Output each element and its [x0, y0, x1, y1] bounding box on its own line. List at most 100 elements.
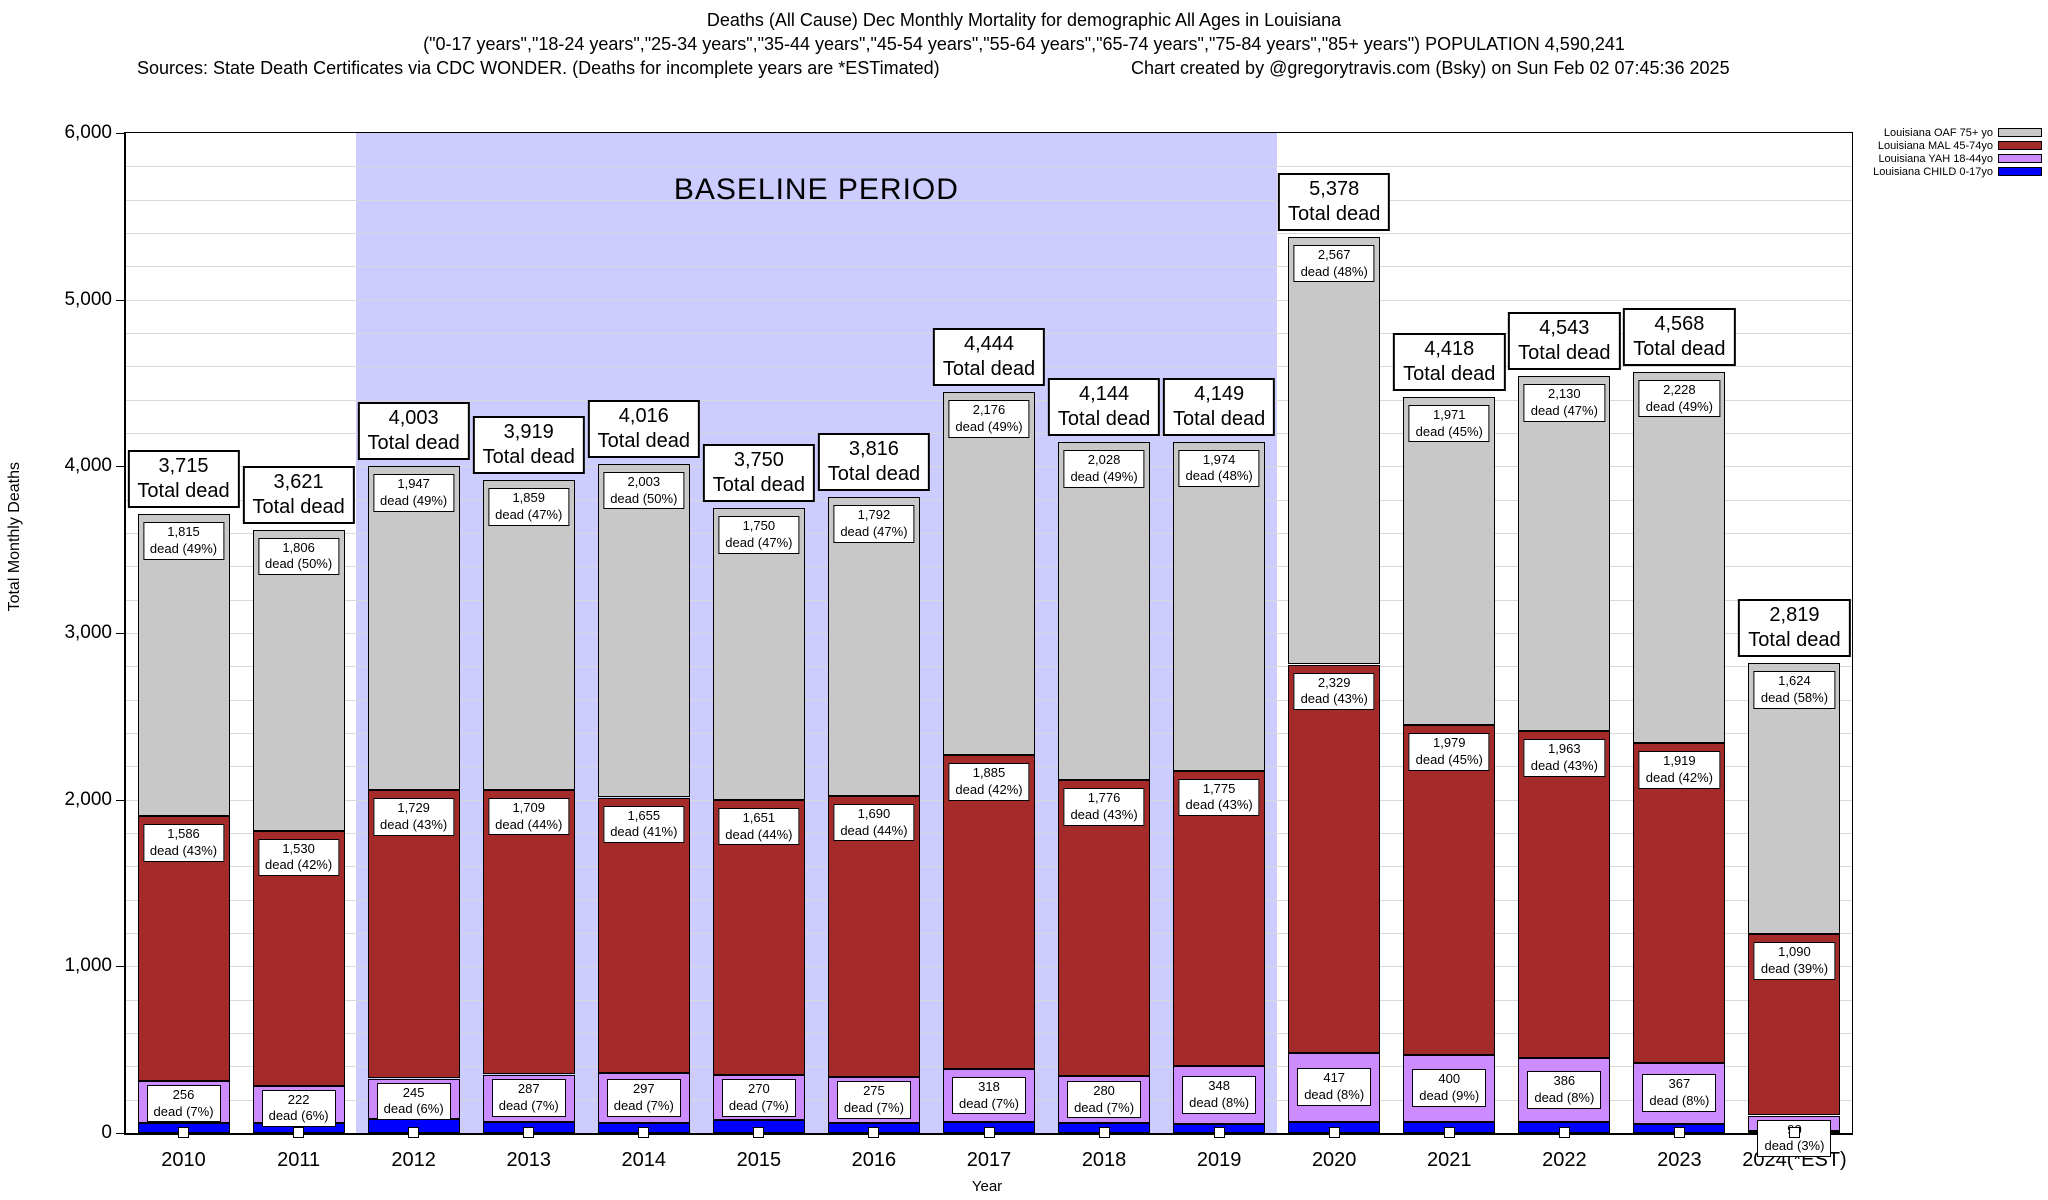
- total-dead-label: 3,621 Total dead: [242, 465, 355, 524]
- x-tick-label: 2019: [1196, 1149, 1242, 1171]
- axis-marker: [1788, 1127, 1800, 1138]
- segment-label: 1,947 dead (49%): [373, 473, 455, 512]
- segment-label: 1,586 dead (43%): [142, 824, 225, 863]
- y-axis-tick: [116, 1133, 126, 1134]
- chart-subtitle-demographics: ("0-17 years","18-24 years","25-34 years…: [423, 34, 1625, 54]
- bar-segment: [482, 789, 575, 1075]
- bar-segment: [1058, 442, 1151, 781]
- axis-marker: [868, 1127, 880, 1138]
- x-tick-label: 2015: [736, 1149, 782, 1171]
- total-dead-label: 3,816 Total dead: [817, 433, 931, 491]
- segment-label: 318 dead (7%): [952, 1076, 1026, 1115]
- segment-label: 275 dead (7%): [836, 1081, 911, 1120]
- axis-marker: [1328, 1127, 1340, 1138]
- gridline: [126, 299, 1852, 301]
- chart-subtitle-sources: Sources: State Death Certificates via CD…: [0, 56, 2048, 80]
- x-tick-label: 2012: [391, 1149, 436, 1171]
- segment-label: 1,750 dead (47%): [718, 516, 800, 554]
- bar-segment: [827, 795, 920, 1078]
- segment-label: 256 dead (7%): [146, 1084, 221, 1123]
- segment-label: 1,792 dead (47%): [833, 505, 915, 543]
- bar-segment: [1518, 730, 1611, 1058]
- segment-label: 222 dead (6%): [261, 1089, 336, 1128]
- bar-segment: [367, 790, 460, 1079]
- segment-label: 1,729 dead (43%): [373, 798, 455, 837]
- bar-segment: [1403, 396, 1496, 726]
- bar-segment: [1633, 371, 1726, 743]
- y-axis-title: Total Monthly Deaths: [6, 462, 23, 612]
- x-tick-label: 2018: [1081, 1149, 1127, 1171]
- bar-segment: [482, 479, 575, 790]
- chart-title: Deaths (All Cause) Dec Monthly Mortality…: [706, 10, 1342, 30]
- axis-marker: [753, 1127, 765, 1138]
- x-tick-label: 2023: [1657, 1149, 1702, 1171]
- x-tick-label: 2014: [621, 1149, 667, 1171]
- axis-marker: [1098, 1127, 1110, 1138]
- bar-segment: [597, 463, 690, 798]
- legend-label: Louisiana YAH 18-44yo: [1878, 152, 1993, 165]
- y-axis-tick: [116, 633, 126, 634]
- segment-label: 1,963 dead (43%): [1523, 738, 1605, 777]
- bar-segment: [1288, 236, 1381, 665]
- legend-label: Louisiana CHILD 0-17yo: [1873, 165, 1993, 178]
- x-tick-label: 2021: [1427, 1149, 1472, 1171]
- segment-label: 348 dead (8%): [1182, 1076, 1257, 1115]
- segment-label: 287 dead (7%): [491, 1079, 566, 1118]
- plot-area: BASELINE PERIOD 0 1,000 2,000 3,000 4,000 5,00…: [64, 122, 1853, 1171]
- total-dead-label: 3,919 Total dead: [472, 415, 585, 474]
- axis-marker: [178, 1127, 190, 1138]
- segment-label: 1,651 dead (44%): [718, 807, 800, 846]
- bar-segment: [943, 392, 1035, 755]
- legend-label: Louisiana OAF 75+ yo: [1883, 126, 1993, 139]
- segment-label: 1,690 dead (44%): [833, 803, 915, 842]
- segment-label: 1,979 dead (45%): [1408, 733, 1490, 771]
- segment-label: 1,974 dead (48%): [1178, 449, 1260, 488]
- legend-label: Louisiana MAL 45-74yo: [1877, 139, 1993, 152]
- segment-label: 2,176 dead (49%): [948, 400, 1030, 439]
- y-tick-label: 5,000: [64, 288, 112, 310]
- bar-segment: [1518, 375, 1611, 731]
- segment-label: 1,624 dead (58%): [1753, 671, 1836, 709]
- bar-segment: [943, 755, 1035, 1070]
- segment-label: 1,530 dead (42%): [257, 838, 340, 877]
- legend: Louisiana OAF 75+ yo Louisiana MAL 45-74y…: [1873, 126, 2042, 178]
- bar-segment: [1288, 664, 1381, 1053]
- legend-swatch: [1998, 141, 2042, 150]
- gridline: [126, 166, 1852, 168]
- total-dead-label: 3,750 Total dead: [702, 444, 816, 502]
- axis-marker: [293, 1127, 305, 1138]
- sources-note: Sources: State Death Certificates via CD…: [137, 58, 940, 78]
- bar-segment: [827, 497, 920, 796]
- total-dead-label: 4,003 Total dead: [357, 401, 470, 460]
- x-tick-label: 2011: [277, 1149, 321, 1171]
- bar-segment: [1633, 743, 1726, 1063]
- y-axis-tick: [116, 799, 126, 801]
- x-tick-label: 2010: [161, 1149, 206, 1171]
- segment-label: 386 dead (8%): [1527, 1071, 1602, 1109]
- axis-marker: [408, 1127, 420, 1138]
- axis-marker: [1213, 1127, 1225, 1138]
- axis-marker: [638, 1127, 650, 1138]
- axis-marker: [523, 1127, 535, 1138]
- segment-label: 2,228 dead (49%): [1638, 379, 1720, 418]
- bar-segment: [1403, 725, 1496, 1055]
- segment-label: 1,806 dead (50%): [257, 537, 340, 576]
- y-tick-label: 3,000: [64, 622, 112, 643]
- segment-label: 2,028 dead (49%): [1063, 450, 1145, 489]
- segment-label: 1,775 dead (43%): [1178, 778, 1260, 817]
- total-dead-label: 5,378 Total dead: [1278, 172, 1391, 231]
- bar-segment: [1173, 770, 1266, 1067]
- bar-segment: [1173, 441, 1266, 771]
- segment-label: 1,709 dead (44%): [488, 797, 570, 836]
- bar-segment: [712, 799, 805, 1075]
- legend-row: Louisiana OAF 75+ yo: [1873, 126, 2042, 139]
- segment-label: 245 dead (6%): [376, 1082, 451, 1121]
- total-dead-label: 3,715 Total dead: [127, 449, 240, 508]
- gridline: [126, 199, 1852, 201]
- legend-row: Louisiana CHILD 0-17yo: [1873, 165, 2042, 178]
- bar-segment: [137, 513, 230, 817]
- bar-segment: [712, 508, 805, 800]
- legend-row: Louisiana MAL 45-74yo: [1873, 139, 2042, 152]
- y-tick-label: 1,000: [64, 955, 112, 977]
